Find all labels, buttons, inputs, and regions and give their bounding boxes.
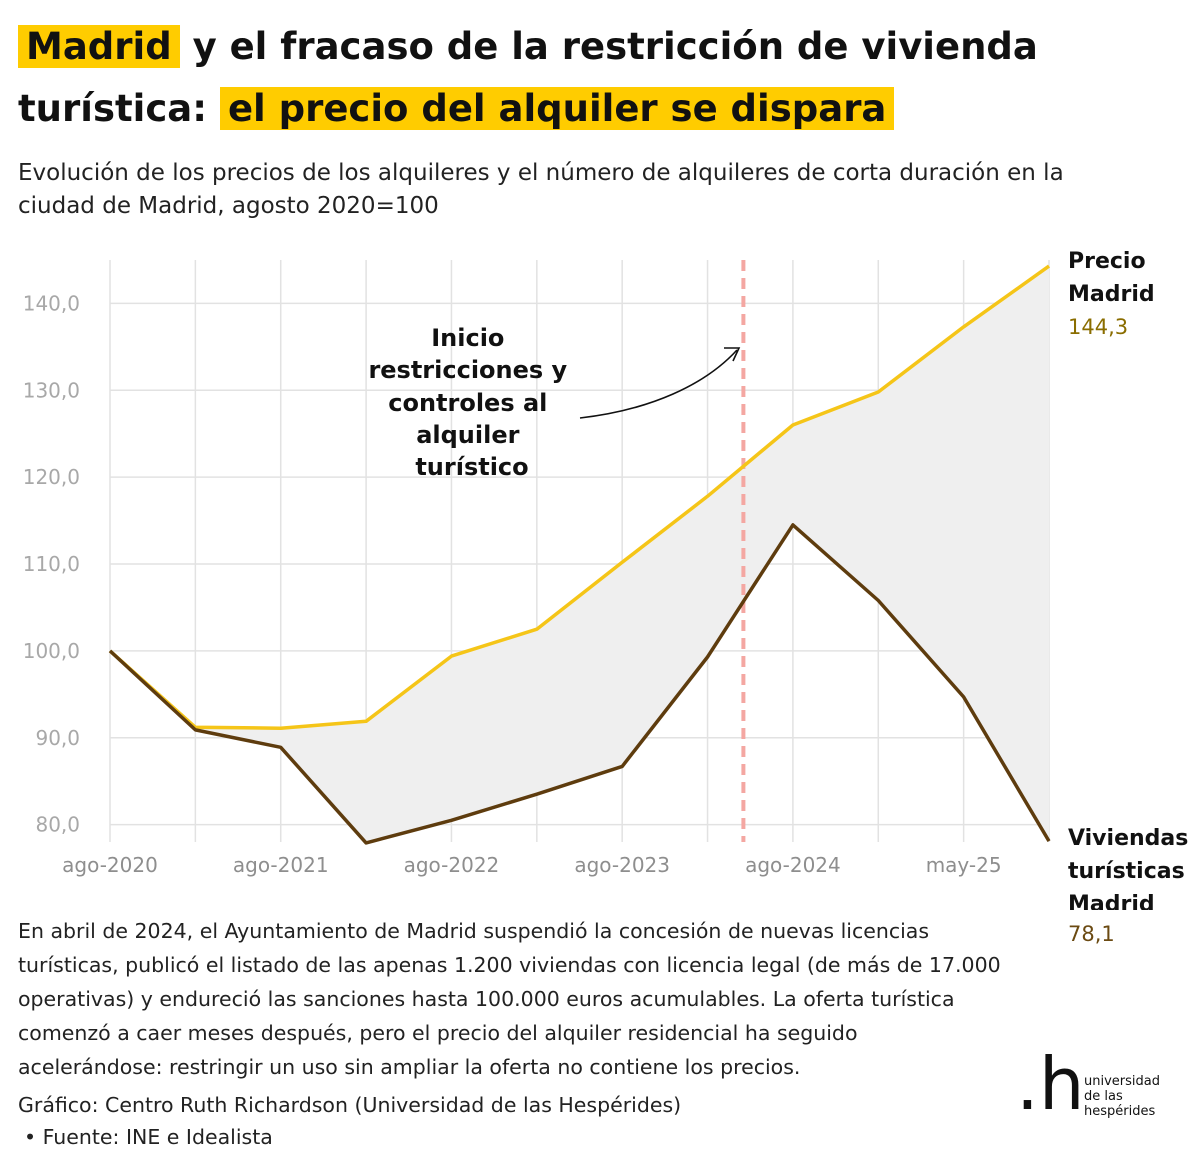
y-tick-label: 110,0	[23, 552, 80, 576]
annotation-line-3: controles al	[388, 389, 547, 417]
logo-line-1: universidad	[1084, 1074, 1160, 1089]
y-axis-ticks: 80,0 90,0 100,0 110,0 120,0 130,0 140,0	[23, 291, 80, 836]
university-logo: .h universidad de las hespérides	[1016, 1048, 1186, 1120]
end-label-viviendas-name: Viviendas turísticas Madrid	[1068, 826, 1196, 910]
end-label-viviendas-line1: Viviendas	[1068, 826, 1188, 851]
x-tick-label: ago-2021	[233, 853, 329, 877]
credit-line: Gráfico: Centro Ruth Richardson (Univers…	[18, 1093, 682, 1117]
end-label-viviendas-value: 78,1	[1068, 922, 1115, 946]
chart-title: Madrid y el fracaso de la restricción de…	[18, 16, 1178, 140]
logo-wordmark: universidad de las hespérides	[1084, 1074, 1160, 1119]
x-tick-label: may-25	[926, 853, 1002, 877]
source-line: • Fuente: INE e Idealista	[24, 1125, 273, 1149]
end-label-precio-name: Precio Madrid	[1068, 250, 1155, 307]
x-tick-label: ago-2023	[574, 853, 670, 877]
x-tick-label: ago-2022	[404, 853, 500, 877]
logo-line-2: de las	[1084, 1089, 1123, 1104]
chart-subtitle: Evolución de los precios de los alquiler…	[18, 160, 1064, 219]
series-line-viviendas	[108, 523, 1051, 845]
annotation-line-4: alquiler	[416, 421, 519, 449]
y-tick-label: 90,0	[35, 726, 80, 750]
series-line-precio	[108, 264, 1051, 730]
annotation-text: Inicio restricciones y controles al alqu…	[368, 324, 575, 481]
title-highlight-precio: el precio del alquiler se dispara	[219, 87, 895, 130]
annotation-arrowhead	[724, 347, 741, 362]
annotation-line-2: restricciones y	[368, 356, 567, 384]
annotation-line-1: Inicio	[431, 324, 504, 352]
logo-line-3: hespérides	[1084, 1104, 1156, 1119]
title-highlight-madrid: Madrid	[18, 25, 180, 68]
explanatory-note: En abril de 2024, el Ayuntamiento de Mad…	[18, 919, 1001, 1079]
x-axis-ticks: ago-2020 ago-2021 ago-2022 ago-2023 ago-2024…	[62, 853, 1001, 877]
logo-mark: .h	[1016, 1042, 1085, 1126]
end-label-viviendas-line3: Madrid	[1068, 892, 1155, 910]
annotation-arrow	[579, 349, 738, 419]
end-label-precio-line2: Madrid	[1068, 282, 1155, 307]
end-label-viviendas-line2: turísticas	[1068, 859, 1185, 884]
x-tick-label: ago-2024	[745, 853, 841, 877]
y-tick-label: 80,0	[35, 813, 80, 837]
y-tick-label: 100,0	[23, 639, 80, 663]
y-tick-label: 130,0	[23, 378, 80, 402]
y-tick-label: 140,0	[23, 291, 80, 315]
annotation-line-5: turístico	[415, 453, 528, 481]
title-text: y el fracaso de la restricción de vivien…	[18, 25, 1038, 130]
end-label-precio-value: 144,3	[1068, 315, 1128, 339]
line-chart: 80,0 90,0 100,0 110,0 120,0 130,0 140,0 ago-20…	[23, 250, 1196, 910]
y-tick-label: 120,0	[23, 465, 80, 489]
fill-between-area	[110, 266, 1049, 843]
x-tick-label: ago-2020	[62, 853, 158, 877]
end-label-precio-line1: Precio	[1068, 250, 1146, 274]
